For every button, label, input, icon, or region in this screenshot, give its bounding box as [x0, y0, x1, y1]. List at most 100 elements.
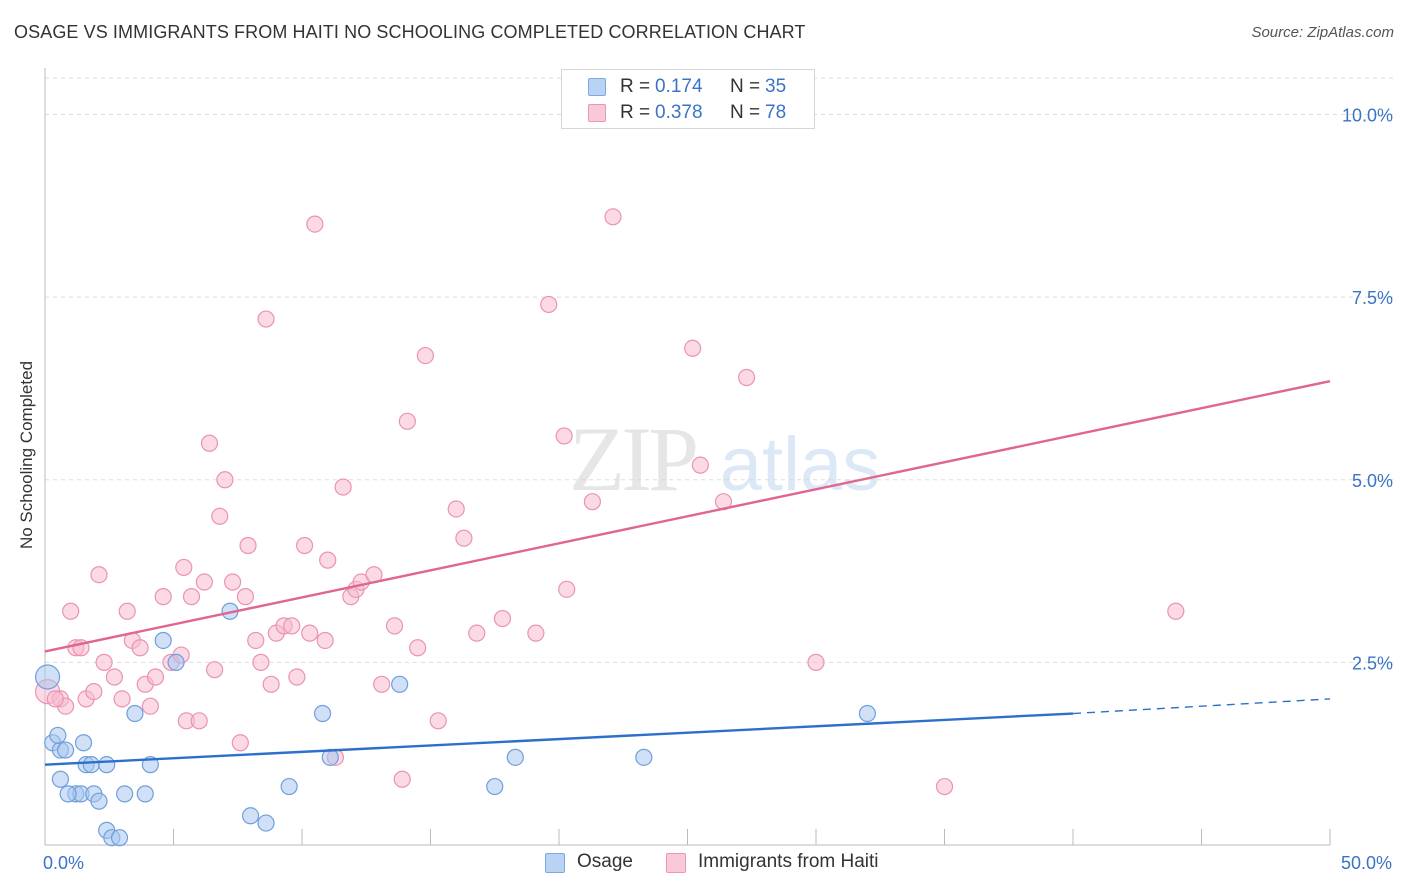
haiti-point — [113, 690, 131, 708]
osage-point — [257, 814, 275, 832]
osage-trend-line — [44, 712, 1074, 766]
haiti-point — [540, 295, 558, 314]
haiti-point — [416, 346, 434, 365]
osage-point — [49, 726, 67, 745]
osage-point — [59, 785, 77, 803]
haiti-point — [257, 310, 275, 328]
osage-swatch — [588, 78, 606, 96]
haiti-point — [558, 580, 576, 598]
haiti-point — [182, 588, 201, 606]
osage-point — [858, 704, 877, 723]
haiti-point — [1167, 602, 1185, 620]
haiti-point — [95, 653, 113, 671]
haiti-point — [262, 675, 280, 693]
haiti-point — [334, 478, 352, 496]
haiti-point — [583, 493, 602, 511]
osage-point — [313, 704, 332, 723]
osage-point — [280, 777, 298, 796]
osage-point — [126, 704, 144, 723]
haiti-point — [373, 675, 391, 693]
haiti-point — [429, 712, 447, 730]
y-axis-label: No Schooling Completed — [17, 360, 36, 550]
chart-title: OSAGE VS IMMIGRANTS FROM HAITI NO SCHOOL… — [14, 22, 806, 42]
osage-point — [56, 741, 75, 759]
haiti-point — [216, 471, 234, 489]
x-tick-label: 50.0% — [1341, 853, 1392, 873]
haiti-point — [206, 661, 224, 679]
osage-point — [74, 734, 93, 752]
axes — [44, 68, 1331, 846]
haiti-point — [146, 668, 165, 686]
haiti-point — [252, 653, 270, 671]
haiti-point — [224, 573, 242, 591]
osage-point — [136, 785, 154, 803]
haiti-point — [738, 368, 756, 387]
chart-source: Source: ZipAtlas.com — [1251, 24, 1394, 41]
osage-points — [34, 602, 877, 847]
haiti-n-value: 78 — [765, 102, 787, 123]
y-tick-label: 2.5% — [1352, 653, 1393, 673]
haiti-point — [141, 697, 159, 715]
legend-osage-swatch — [545, 853, 565, 873]
haiti-point — [131, 639, 149, 657]
haiti-swatch — [588, 104, 606, 122]
haiti-point — [105, 668, 123, 686]
osage-r-value: 0.174 — [655, 76, 703, 97]
osage-n-label: N = — [730, 76, 761, 97]
haiti-point — [85, 682, 103, 701]
osage-point — [506, 748, 524, 766]
osage-n-value: 35 — [765, 76, 787, 97]
osage-point — [635, 748, 653, 766]
legend-haiti-label: Immigrants from Haiti — [698, 851, 879, 872]
x-tick-label: 0.0% — [43, 853, 84, 873]
osage-point — [51, 770, 70, 788]
haiti-point — [468, 624, 486, 642]
haiti-point — [385, 617, 404, 635]
haiti-point — [398, 412, 416, 430]
haiti-point — [301, 624, 319, 642]
y-tick-label: 5.0% — [1352, 471, 1393, 491]
haiti-point — [247, 631, 265, 650]
osage-point — [242, 807, 260, 825]
osage-point — [110, 829, 129, 847]
haiti-point — [306, 215, 324, 233]
haiti-point — [393, 770, 411, 788]
haiti-point — [935, 777, 954, 796]
haiti-point — [295, 536, 314, 555]
haiti-point — [455, 529, 473, 547]
haiti-point — [691, 456, 709, 474]
osage-point — [486, 777, 504, 796]
osage-point — [154, 631, 172, 650]
gridlines — [45, 77, 1395, 663]
haiti-point — [527, 624, 545, 642]
haiti-point — [409, 639, 427, 657]
osage-point — [82, 756, 100, 774]
haiti-point — [154, 588, 172, 606]
haiti-trend-line — [44, 379, 1331, 653]
haiti-point — [231, 734, 249, 752]
haiti-point — [46, 690, 64, 708]
haiti-point — [118, 602, 136, 620]
stats-legend: R = 0.174 N = 35 R = 0.378 N = 78 — [561, 69, 815, 129]
haiti-point — [175, 558, 193, 577]
osage-point — [98, 756, 116, 774]
haiti-n-label: N = — [730, 102, 761, 123]
haiti-point — [195, 573, 213, 591]
trend-lines — [44, 379, 1331, 766]
haiti-point — [604, 208, 622, 226]
haiti-point — [288, 668, 306, 686]
haiti-point — [684, 339, 702, 357]
osage-point — [167, 653, 185, 671]
osage-r-label: R = — [620, 76, 651, 97]
osage-point — [34, 664, 61, 690]
haiti-point — [236, 588, 255, 606]
haiti-r-label: R = — [620, 102, 651, 123]
watermark-zip: ZIP — [569, 408, 696, 510]
watermark-atlas: atlas — [720, 422, 881, 507]
tick-labels: 2.5% 5.0% 7.5% 10.0% 0.0% 50.0% — [43, 106, 1393, 873]
osage-trend-extension — [1072, 698, 1331, 715]
y-tick-label: 10.0% — [1342, 106, 1393, 126]
haiti-point — [447, 500, 465, 518]
legend-osage-label: Osage — [577, 851, 633, 872]
